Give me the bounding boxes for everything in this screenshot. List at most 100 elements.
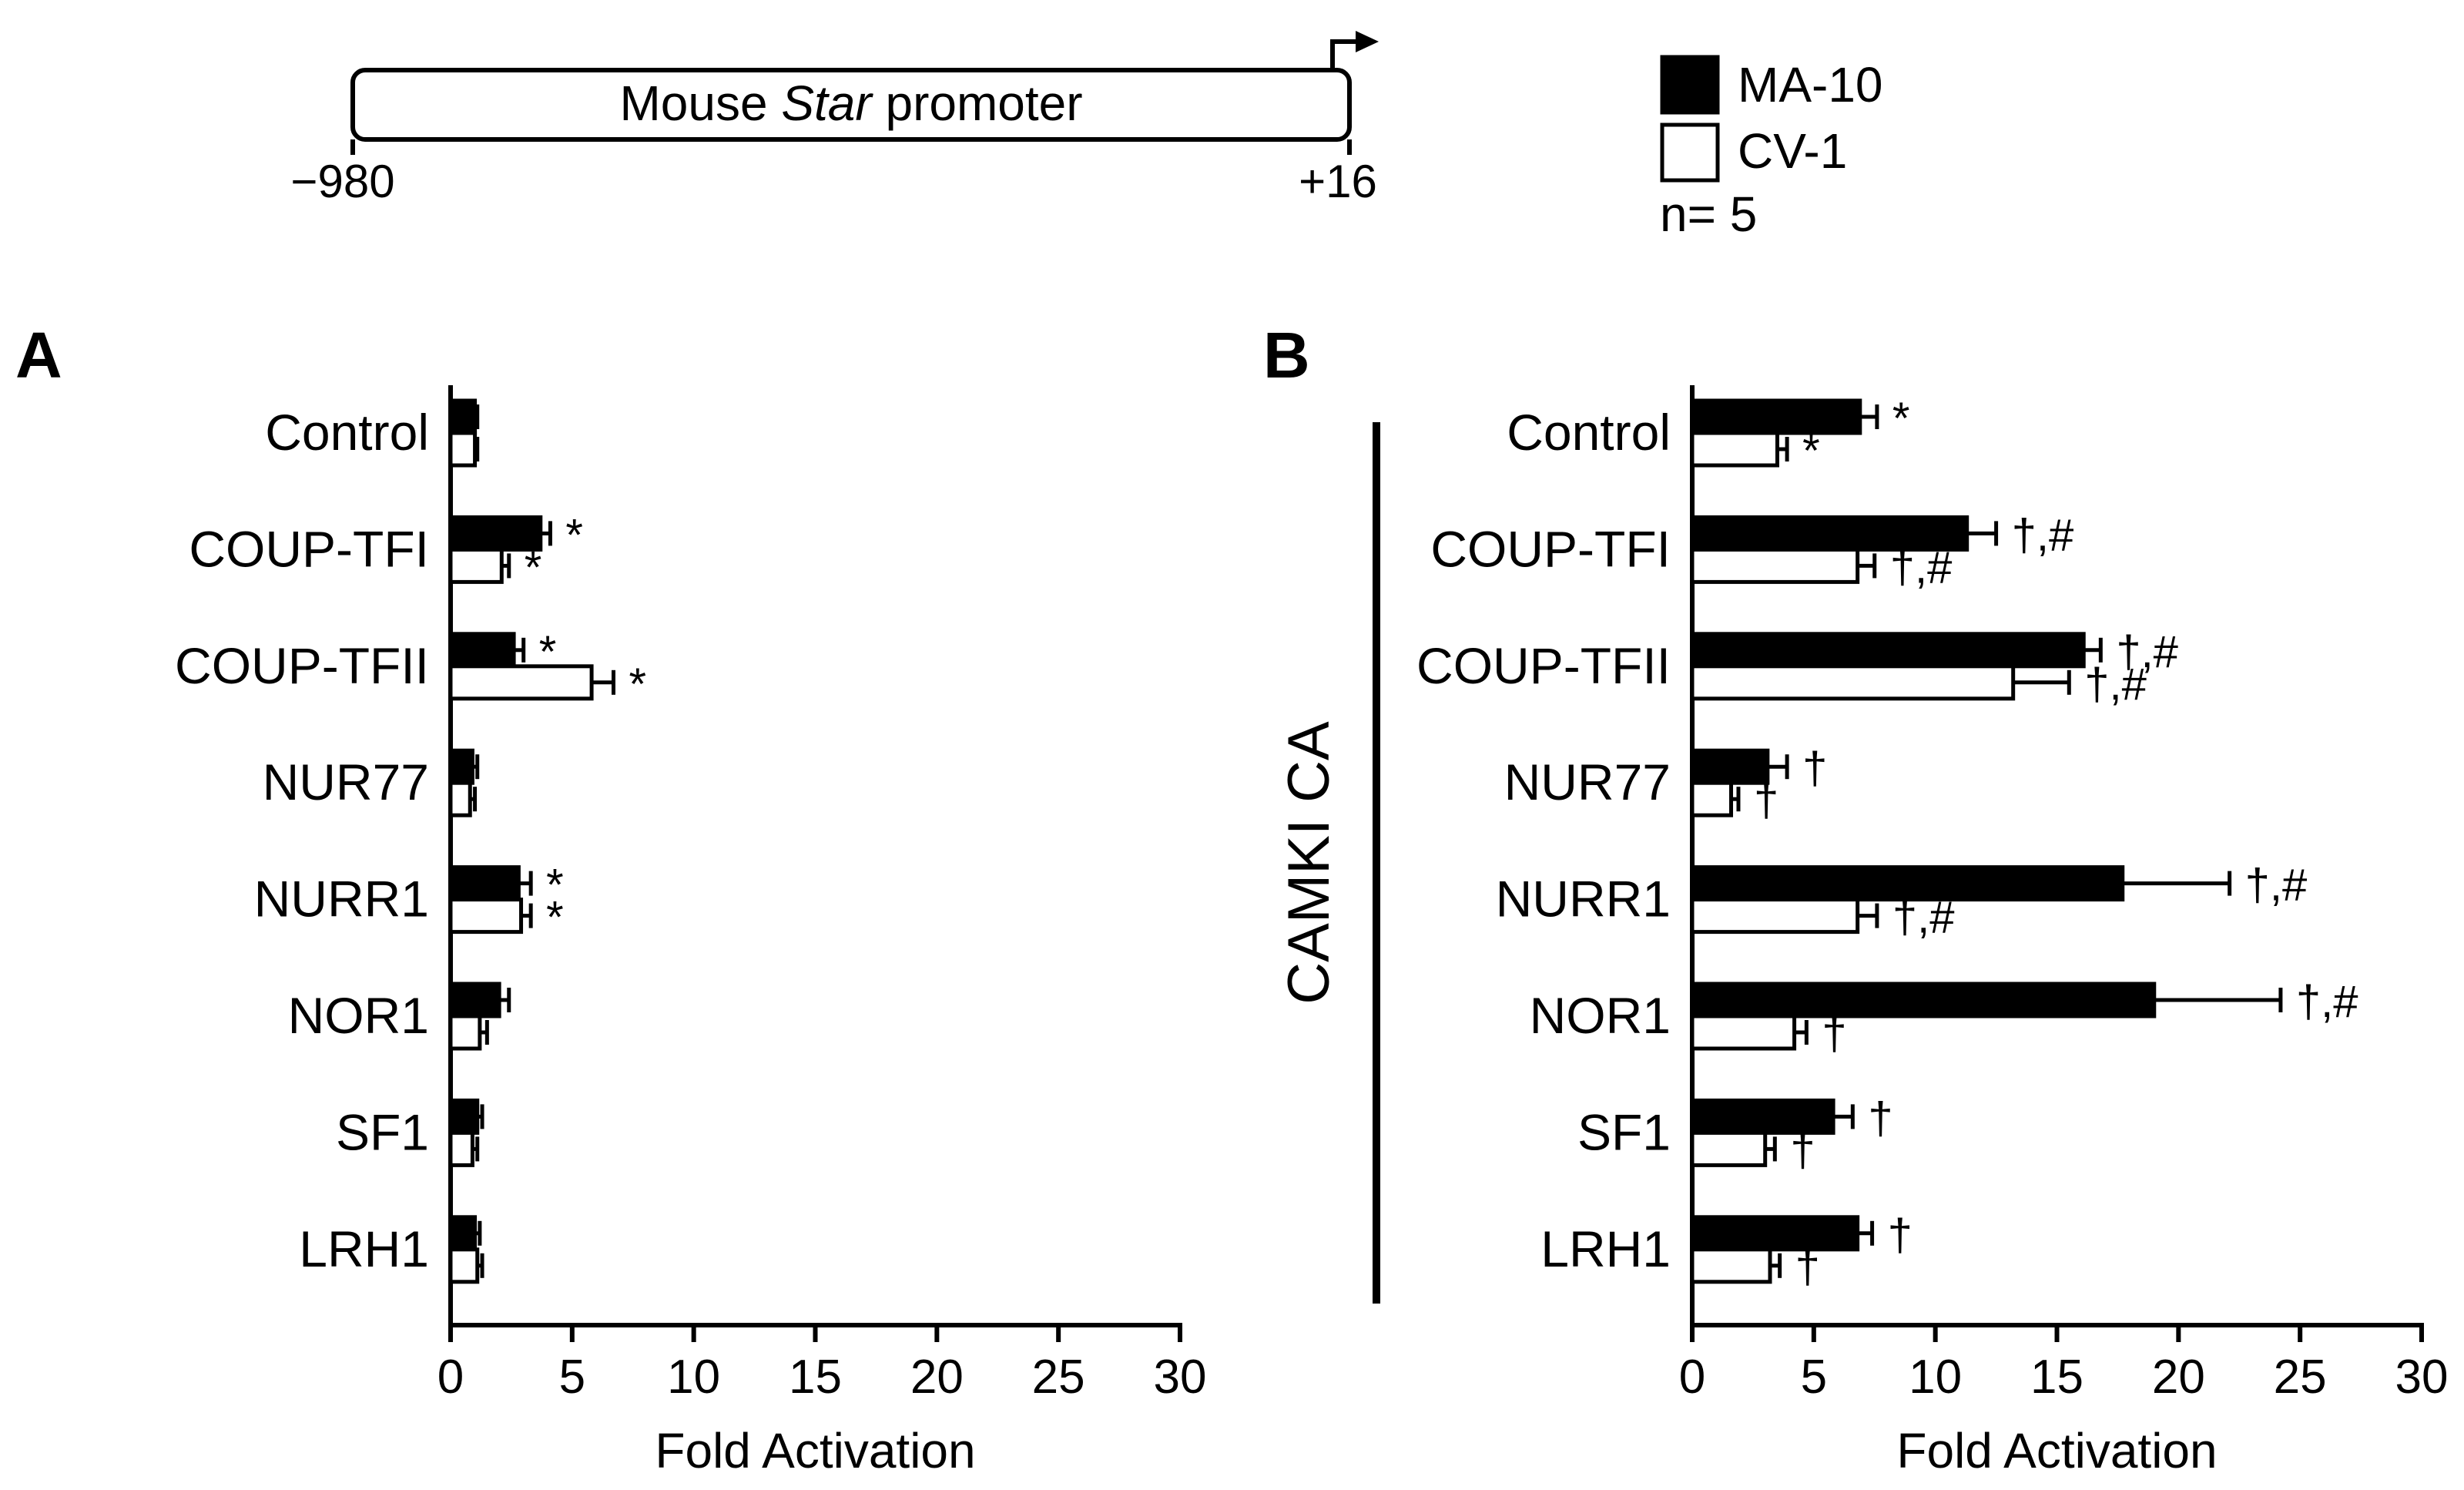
- panel-b-annotation-cv-1-lrh1: †: [1795, 1243, 1820, 1293]
- panel-b-category-label-lrh1: LRH1: [1540, 1220, 1671, 1277]
- panel-a-x-tick-label-25: 25: [1032, 1351, 1085, 1404]
- panel-b-label: B: [1263, 319, 1310, 391]
- panel-b-annotation-ma-10-coup-tfii: †,#: [2116, 627, 2178, 677]
- panel-b-annotation-cv-1-coup-tfii: †,#: [2084, 659, 2147, 710]
- panel-b-bar-ma-10-control: [1690, 398, 1862, 435]
- panel-b-bar-cv-1-sf1: [1690, 1130, 1768, 1167]
- legend-label-cv1: CV-1: [1738, 123, 1847, 179]
- camki-ca-label: CAMKI CA: [1276, 721, 1342, 1005]
- panel-b-category-label-sf1: SF1: [1577, 1103, 1671, 1160]
- panel-a-bar-cv-1-nur77: [448, 780, 472, 817]
- panel-a-category-label-sf1: SF1: [336, 1103, 429, 1160]
- panel-b-bar-ma-10-sf1: [1690, 1098, 1835, 1135]
- panel-b-bar-cv-1-nor1: [1690, 1014, 1797, 1051]
- panel-b-category-label-control: Control: [1507, 404, 1671, 461]
- panel-b-bar-cv-1-lrh1: [1690, 1247, 1772, 1284]
- panel-b-bar-cv-1-nurr1: [1690, 898, 1860, 935]
- panel-a-annotation-cv-1-coup-tfi: *: [525, 542, 542, 592]
- legend-n-label: n= 5: [1660, 186, 1757, 242]
- panel-b-bar-ma-10-nor1: [1690, 982, 2157, 1019]
- panel-b-category-label-coup-tfi: COUP-TFI: [1430, 520, 1671, 577]
- panel-b-x-tick-label-10: 10: [1909, 1351, 1962, 1404]
- panel-b-x-tick-label-0: 0: [1679, 1351, 1705, 1404]
- panel-b-category-label-coup-tfii: COUP-TFII: [1416, 637, 1671, 694]
- panel-a-x-tick-label-5: 5: [559, 1351, 585, 1404]
- panel-a-x-tick-label-0: 0: [437, 1351, 464, 1404]
- panel-a-bar-ma-10-lrh1: [448, 1215, 478, 1252]
- legend-swatch-cv1: [1660, 122, 1720, 183]
- panel-a-category-label-nur77: NUR77: [263, 753, 429, 810]
- panel-a-x-axis-title: Fold Activation: [655, 1423, 975, 1478]
- panel-b-bar-cv-1-nur77: [1690, 780, 1734, 817]
- panel-a-bar-cv-1-coup-tfii: [448, 664, 594, 701]
- panel-b-x-tick-label-15: 15: [2030, 1351, 2084, 1404]
- panel-a-category-label-coup-tfii: COUP-TFII: [175, 637, 429, 694]
- panel-b-category-label-nur77: NUR77: [1504, 753, 1671, 810]
- panel-a-annotation-cv-1-nurr1: *: [546, 893, 564, 943]
- legend: MA-10 CV-1 n= 5: [1660, 55, 1883, 242]
- panel-a-bar-ma-10-coup-tfii: [448, 632, 516, 669]
- transcription-start-arrowhead-icon: [1356, 31, 1379, 52]
- panel-a-chart: 0 5 10 15 20 25 30 Fold Activation Control COUP-T…: [175, 385, 1206, 1478]
- panel-b-bar-cv-1-coup-tfi: [1690, 547, 1860, 584]
- panel-b-annotation-ma-10-nor1: †,#: [2296, 977, 2358, 1027]
- panel-b-bar-ma-10-coup-tfii: [1690, 632, 2086, 669]
- legend-swatch-ma10: [1660, 55, 1720, 115]
- panel-b-x-tick-label-30: 30: [2395, 1351, 2449, 1404]
- panel-a-bar-cv-1-lrh1: [448, 1247, 480, 1284]
- transcription-start-arrow-icon: [1330, 39, 1357, 70]
- panel-a-bar-ma-10-nur77: [448, 748, 474, 785]
- panel-a-bar-cv-1-control: [448, 431, 478, 468]
- panel-a-bar-ma-10-sf1: [448, 1098, 480, 1135]
- panel-b-annotation-ma-10-control: *: [1892, 394, 1910, 444]
- panel-b-annotation-cv-1-nur77: †: [1754, 776, 1778, 826]
- panel-b-x-tick-label-20: 20: [2152, 1351, 2205, 1404]
- promoter-label: Mouse Star promoter: [619, 76, 1082, 131]
- panel-a-annotation-ma-10-nurr1: *: [546, 861, 564, 911]
- panel-b-x-tick-label-25: 25: [2274, 1351, 2327, 1404]
- promoter-start-label: −980: [290, 156, 394, 207]
- panel-a-x-tick-label-30: 30: [1154, 1351, 1207, 1404]
- panel-b-annotation-cv-1-nor1: †: [1822, 1009, 1846, 1059]
- panel-a-annotation-ma-10-coup-tfi: *: [565, 510, 583, 560]
- panel-b-bar-cv-1-coup-tfii: [1690, 664, 2016, 701]
- panel-a-bar-ma-10-nurr1: [448, 865, 521, 902]
- panel-a-bar-cv-1-sf1: [448, 1130, 474, 1167]
- panel-a-label: A: [15, 319, 62, 391]
- promoter-schematic: Mouse Star promoter −980 +16: [290, 31, 1379, 207]
- panel-b-bar-ma-10-lrh1: [1690, 1215, 1860, 1252]
- panel-b-category-label-nor1: NOR1: [1530, 987, 1671, 1044]
- panel-b-annotation-ma-10-coup-tfi: †,#: [2012, 510, 2074, 560]
- panel-a-category-label-coup-tfi: COUP-TFI: [189, 520, 429, 577]
- panel-b-x-axis-title: Fold Activation: [1896, 1423, 2217, 1478]
- promoter-end-label: +16: [1299, 156, 1377, 207]
- panel-b-annotation-cv-1-sf1: †: [1790, 1126, 1815, 1176]
- panel-b-annotation-ma-10-lrh1: †: [1888, 1210, 1913, 1260]
- panel-b-x-tick-label-5: 5: [1801, 1351, 1827, 1404]
- panel-b-annotation-ma-10-sf1: †: [1868, 1093, 1892, 1143]
- legend-label-ma10: MA-10: [1738, 57, 1883, 112]
- panel-b-chart: 0 5 10 15 20 25 30 Fold Activation Control * * COUP…: [1416, 385, 2448, 1478]
- panel-b-annotation-ma-10-nurr1: †,#: [2245, 861, 2308, 911]
- panel-b-annotation-cv-1-control: *: [1802, 426, 1820, 476]
- panel-a-x-tick-label-15: 15: [789, 1351, 842, 1404]
- panel-a-x-tick-label-10: 10: [667, 1351, 720, 1404]
- panel-a-bar-cv-1-coup-tfi: [448, 547, 504, 584]
- panel-b-annotation-cv-1-coup-tfi: †,#: [1890, 542, 1953, 592]
- panel-b-annotation-ma-10-nur77: †: [1802, 743, 1827, 794]
- panel-a-category-label-nurr1: NURR1: [254, 871, 429, 928]
- panel-a-bar-cv-1-nor1: [448, 1014, 482, 1051]
- panel-b-category-label-nurr1: NURR1: [1496, 871, 1671, 928]
- panel-a-category-label-lrh1: LRH1: [299, 1220, 429, 1277]
- panel-a-bar-ma-10-nor1: [448, 982, 501, 1019]
- panel-a-bar-ma-10-control: [448, 398, 478, 435]
- panel-a-category-label-control: Control: [265, 404, 429, 461]
- panel-b-annotation-cv-1-nurr1: †,#: [1892, 893, 1955, 943]
- panel-b-bar-cv-1-control: [1690, 431, 1779, 468]
- panel-a-annotation-cv-1-coup-tfii: *: [629, 659, 646, 710]
- panel-a-bar-cv-1-nurr1: [448, 898, 524, 935]
- panel-a-x-tick-label-20: 20: [910, 1351, 964, 1404]
- promoter-box: [350, 68, 1352, 142]
- panel-a-category-label-nor1: NOR1: [288, 987, 429, 1044]
